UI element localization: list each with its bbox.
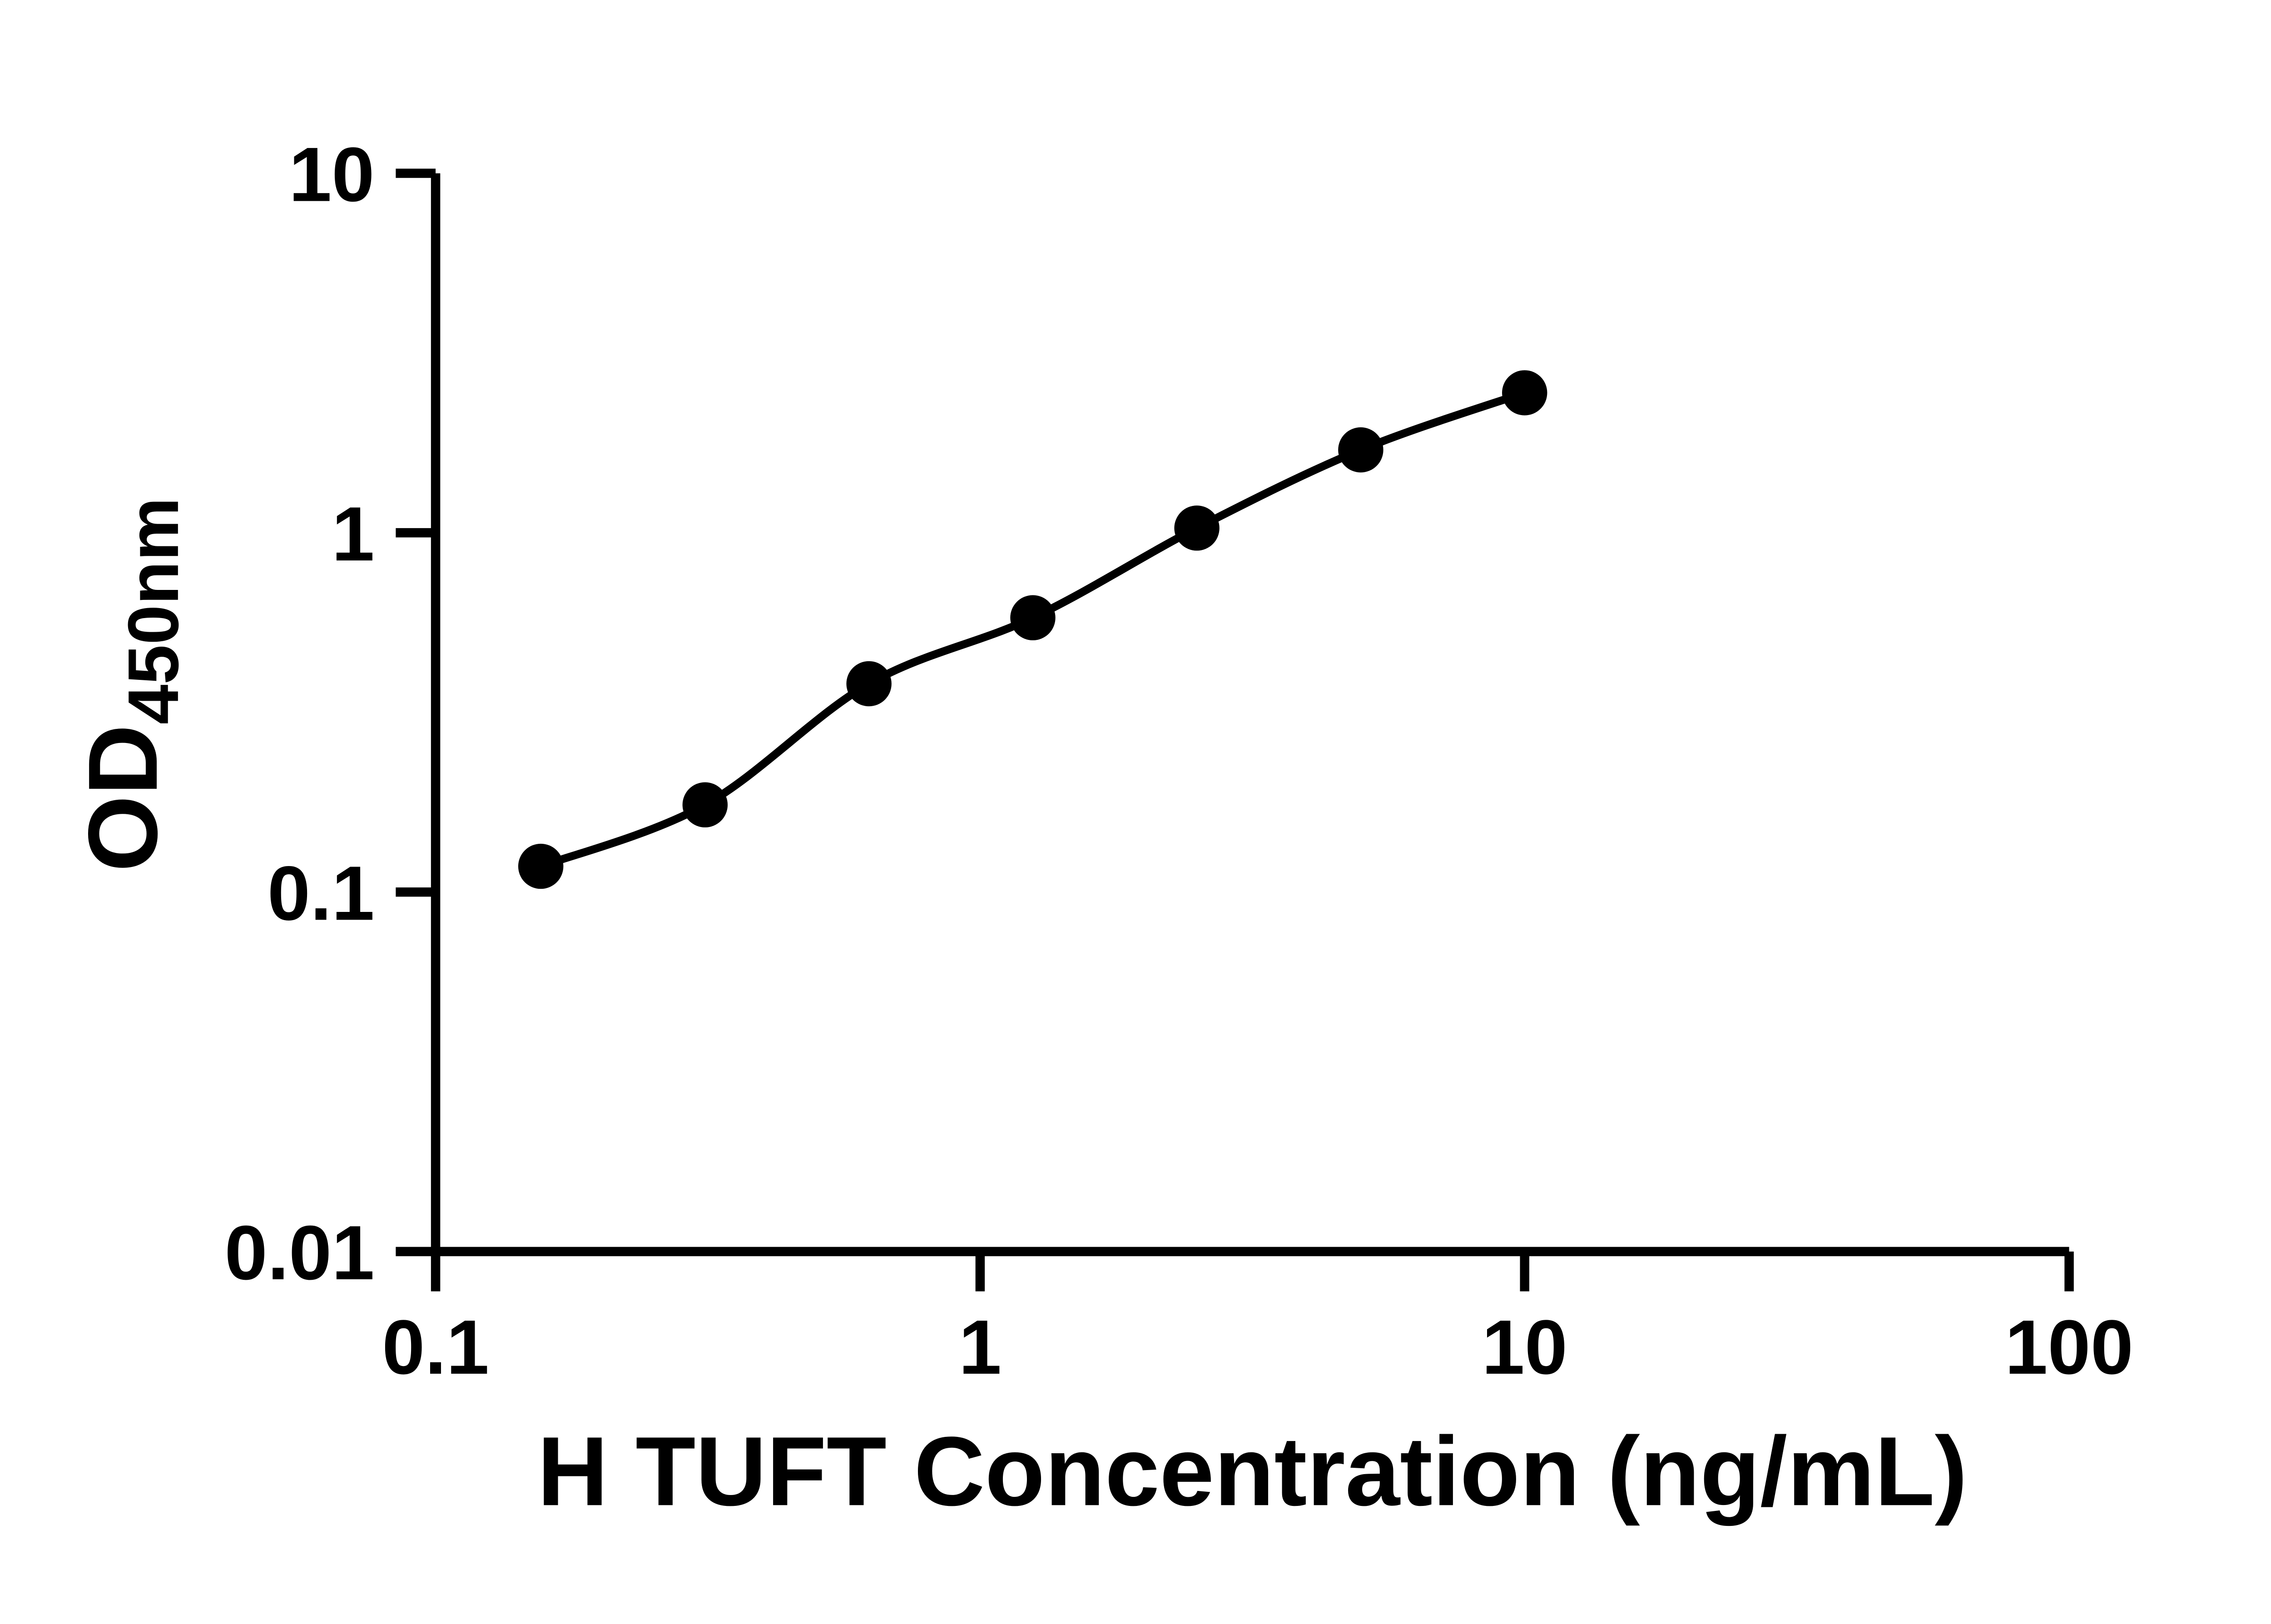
y-tick-label: 1 — [332, 490, 374, 577]
data-point-2 — [846, 661, 892, 707]
data-point-5 — [1338, 427, 1383, 473]
y-tick-label: 10 — [289, 131, 375, 218]
x-tick-label: 0.1 — [382, 1304, 489, 1390]
data-point-6 — [1502, 370, 1547, 416]
x-tick-label: 10 — [1482, 1304, 1567, 1390]
axis-lines — [431, 173, 2069, 1257]
y-tick-label: 0.1 — [268, 850, 375, 936]
x-tick-label: 1 — [959, 1304, 1002, 1390]
y-axis-title: OD450nm — [68, 497, 193, 872]
x-axis-title: H TUFT Concentration (ng/mL) — [537, 1416, 1968, 1526]
y-tick-label: 0.01 — [224, 1209, 374, 1296]
data-point-4 — [1174, 505, 1220, 551]
data-point-3 — [1010, 595, 1056, 640]
y-axis-title-subscript: 450nm — [114, 497, 193, 724]
data-point-1 — [682, 782, 728, 827]
y-axis-title-main: OD — [68, 724, 178, 872]
x-tick-label: 100 — [2005, 1304, 2133, 1390]
series-layer — [518, 370, 1547, 889]
data-point-0 — [518, 843, 564, 889]
